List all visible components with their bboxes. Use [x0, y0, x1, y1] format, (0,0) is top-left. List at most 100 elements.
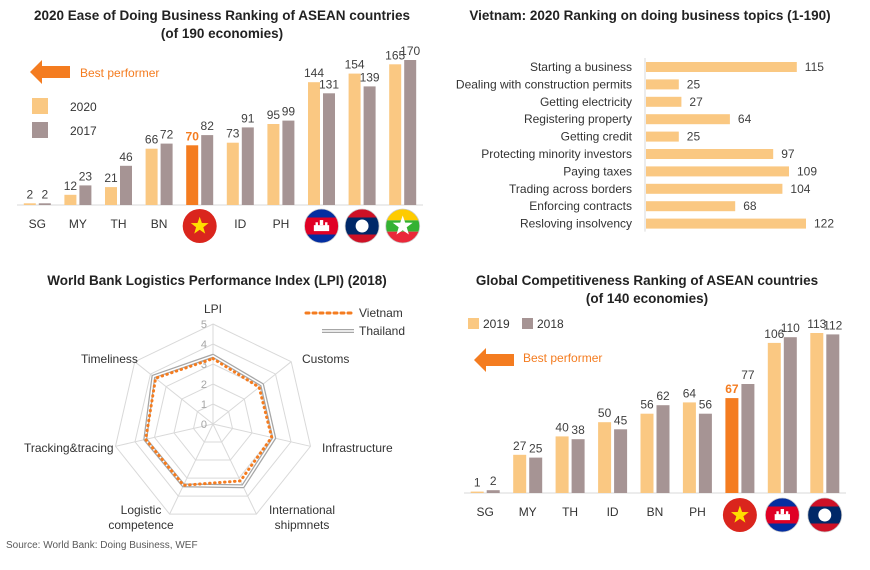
data-label: 67 — [725, 382, 739, 396]
p1-best-performer-label: Best performer — [80, 66, 159, 80]
axis-label-line: Infrastructure — [322, 441, 393, 455]
ease-of-doing-business-panel: 2020 Ease of Doing Business Ranking of A… — [17, 8, 423, 244]
bar — [646, 131, 679, 142]
data-label: 115 — [805, 60, 824, 74]
bar — [646, 96, 682, 107]
category-label: PH — [689, 505, 706, 519]
p4-title: Global Competitiveness Ranking of ASEAN … — [476, 273, 818, 288]
category-label: ID — [234, 217, 246, 231]
vietnam-topics-panel: Vietnam: 2020 Ranking on doing business … — [456, 8, 834, 232]
flag-temple-tower — [780, 509, 785, 515]
flag-temple-base — [313, 225, 330, 232]
tick-label: 1 — [201, 399, 207, 411]
axis-label: Tracking&tracing — [24, 441, 114, 455]
data-label: 21 — [104, 171, 118, 185]
flag-rim — [764, 497, 800, 533]
grid-ring — [173, 383, 253, 461]
p3-radar-area: 0 1 2 3 4 5 LPI Customs Infrastructure Internatio… — [24, 302, 393, 532]
p4-subtitle: (of 140 economies) — [586, 291, 708, 306]
bar — [513, 454, 527, 493]
myanmar-flag-icon — [385, 208, 421, 244]
thailand-series-inner — [144, 355, 275, 488]
grid-ring — [192, 403, 234, 443]
bar — [741, 384, 755, 493]
spoke-line — [212, 423, 311, 447]
data-label: 2 — [41, 187, 48, 201]
tick-label: 2 — [201, 379, 207, 391]
spoke-line — [169, 423, 214, 515]
category-label: Protecting minority investors — [481, 147, 632, 161]
flag-temple-tower — [776, 511, 779, 515]
bar — [598, 422, 612, 493]
category-label: Paying taxes — [563, 164, 632, 178]
bar — [529, 457, 543, 493]
data-label: 62 — [656, 389, 670, 403]
bar — [160, 143, 173, 205]
bar — [389, 64, 402, 205]
axis-label-line: Timeliness — [81, 352, 138, 366]
grid-ring — [114, 323, 312, 515]
bar — [105, 187, 117, 205]
bar — [646, 166, 789, 177]
axis-label: Timeliness — [81, 352, 138, 366]
p1-title: 2020 Ease of Doing Business Ranking of A… — [34, 8, 410, 23]
data-label: 165 — [385, 48, 405, 62]
bar — [470, 491, 484, 493]
data-label: 139 — [360, 70, 380, 84]
bar — [646, 62, 797, 72]
category-label: TH — [562, 505, 578, 519]
bar — [646, 114, 730, 125]
flag-rim — [385, 208, 421, 244]
bar — [555, 436, 569, 493]
data-label: 106 — [764, 327, 784, 341]
grid-ring — [134, 343, 292, 497]
bar — [698, 413, 712, 493]
vietnam-flag-icon — [722, 498, 757, 532]
data-label: 97 — [781, 147, 795, 161]
flag-temple-tower — [325, 222, 328, 226]
vietnam-flag-icon — [182, 209, 217, 243]
bar — [646, 183, 783, 194]
laos-flag-icon — [807, 497, 843, 533]
flag-star-shape — [190, 216, 209, 234]
axis-label-line: shipmnets — [275, 518, 330, 532]
data-label: 170 — [400, 44, 420, 58]
flag-temple-tower — [315, 222, 318, 226]
bar — [646, 201, 736, 212]
p4-legend-swatch-2018 — [522, 318, 533, 329]
p3-legend-label-vietnam: Vietnam — [359, 306, 403, 320]
data-label: 12 — [64, 179, 78, 193]
data-label: 77 — [741, 368, 755, 382]
flag-body — [765, 498, 800, 532]
data-label: 25 — [687, 77, 701, 91]
flag-body — [385, 209, 420, 243]
data-label: 73 — [226, 127, 240, 141]
flag-body — [304, 209, 339, 243]
category-label: MY — [69, 217, 87, 231]
spoke-line — [212, 361, 292, 425]
p2-plot-area: Starting a business 115 Dealing with const… — [456, 58, 834, 232]
category-label: PH — [273, 217, 290, 231]
flag-rim — [344, 208, 380, 244]
category-label: BN — [151, 217, 168, 231]
data-label: 82 — [201, 119, 215, 133]
bar — [363, 86, 376, 205]
data-label: 40 — [555, 420, 569, 434]
category-label: Getting credit — [561, 130, 633, 144]
bar — [226, 142, 239, 205]
bar — [64, 194, 77, 205]
bar — [646, 218, 806, 229]
data-label: 113 — [807, 317, 826, 331]
category-label: SG — [477, 505, 494, 519]
bar — [646, 79, 679, 90]
data-label: 56 — [699, 398, 713, 412]
bar — [810, 333, 824, 493]
category-label: SG — [29, 217, 46, 231]
data-label: 91 — [241, 111, 255, 125]
data-label: 110 — [781, 321, 800, 335]
flag-moon — [818, 508, 832, 522]
axis-label: Customs — [302, 352, 349, 366]
axis-label-line: Customs — [302, 352, 349, 366]
data-label: 131 — [319, 77, 339, 91]
